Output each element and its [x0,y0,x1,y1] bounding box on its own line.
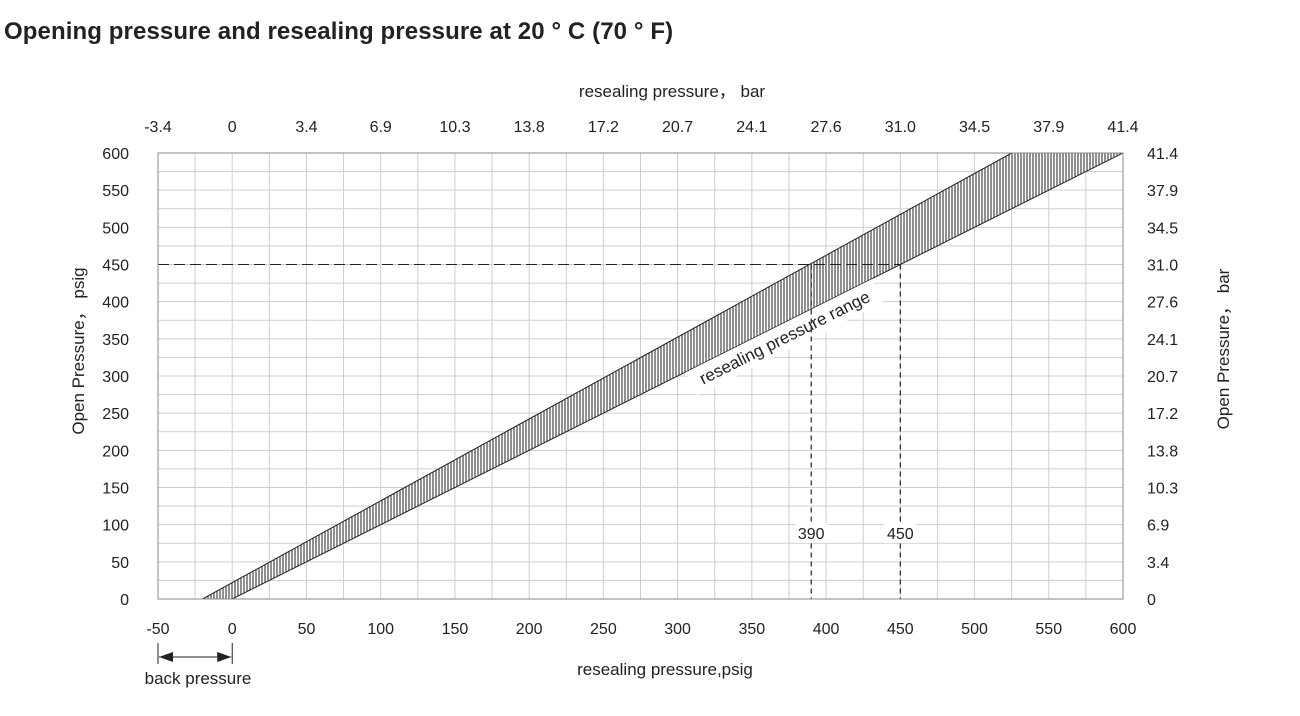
y-tick-label: 100 [102,518,129,535]
x-tick-label: 0 [228,621,237,638]
chart-title: Opening pressure and resealing pressure … [4,18,674,45]
x-top-tick-label: 41.4 [1107,119,1138,136]
tick-labels: -50 0 50 100 150 200 250 300 350 400 450 500 550 600-… [102,119,1178,638]
x-tick-label: 250 [590,621,617,638]
x-tick-label: 550 [1035,621,1062,638]
x-top-tick-label: 3.4 [295,119,317,136]
x-tick-label: 100 [367,621,394,638]
annotations: back pressure [145,643,252,688]
y-right-tick-label: 41.4 [1147,146,1178,163]
x-top-tick-label: 37.9 [1033,119,1064,136]
back-pressure-arrow-left [159,652,173,662]
y-right-tick-label: 13.8 [1147,443,1178,460]
y-right-tick-label: 24.1 [1147,332,1178,349]
y-tick-label: 300 [102,369,129,386]
x-top-tick-label: 24.1 [736,119,767,136]
back-pressure-label: back pressure [145,669,252,688]
x-top-tick-label: 31.0 [885,119,916,136]
x-top-tick-label: 17.2 [588,119,619,136]
x-top-tick-label: 0 [228,119,237,136]
y-right-tick-label: 20.7 [1147,369,1178,386]
x-tick-label: 50 [298,621,316,638]
guide-label-box [795,523,828,543]
y-right-tick-label: 3.4 [1147,555,1169,572]
band-label-box [685,279,884,396]
guide-label: 390 [798,526,825,543]
y-right-tick-label: 27.6 [1147,295,1178,312]
y-tick-label: 0 [120,592,129,609]
x-top-tick-label: 20.7 [662,119,693,136]
x-tick-label: 300 [664,621,691,638]
x-top-tick-label: 10.3 [439,119,470,136]
y-tick-label: 200 [102,443,129,460]
x-top-tick-label: 13.8 [514,119,545,136]
x-tick-label: 500 [961,621,988,638]
y-axis-label: Open Pressure， psig [69,267,88,434]
x-tick-label: 350 [738,621,765,638]
guide-label-box [884,523,917,543]
plot-frame [157,152,1124,600]
y-tick-label: 600 [102,146,129,163]
guide-label: 450 [887,526,914,543]
y-tick-label: 500 [102,220,129,237]
y-tick-label: 250 [102,406,129,423]
x-top-axis-label: resealing pressure， bar [579,82,765,101]
axis-labels: resealing pressure,psig resealing pressur… [69,82,1233,679]
y-right-tick-label: 37.9 [1147,183,1178,200]
y-tick-label: 350 [102,332,129,349]
x-top-tick-label: -3.4 [144,119,172,136]
y-right-tick-label: 17.2 [1147,406,1178,423]
y-tick-label: 450 [102,258,129,275]
x-top-tick-label: 34.5 [959,119,990,136]
band-area [202,153,1123,599]
x-top-tick-label: 27.6 [811,119,842,136]
y-right-axis-label: Open Pressure， bar [1214,268,1233,429]
x-tick-label: 200 [516,621,543,638]
y-tick-label: 50 [111,555,129,572]
y-tick-label: 150 [102,481,129,498]
y-tick-label: 550 [102,183,129,200]
y-right-tick-label: 34.5 [1147,220,1178,237]
x-tick-label: 450 [887,621,914,638]
x-tick-label: 150 [442,621,469,638]
x-tick-label: 400 [813,621,840,638]
y-right-tick-label: 10.3 [1147,481,1178,498]
example-guides: 390 450 [158,264,917,599]
y-right-tick-label: 6.9 [1147,518,1169,535]
x-axis-label: resealing pressure,psig [577,660,753,679]
x-tick-label: 600 [1110,621,1137,638]
x-tick-label: -50 [146,621,169,638]
y-right-tick-label: 0 [1147,592,1156,609]
back-pressure-arrow-right [217,652,232,662]
y-right-tick-label: 31.0 [1147,258,1178,275]
x-top-tick-label: 6.9 [370,119,392,136]
y-tick-label: 400 [102,295,129,312]
